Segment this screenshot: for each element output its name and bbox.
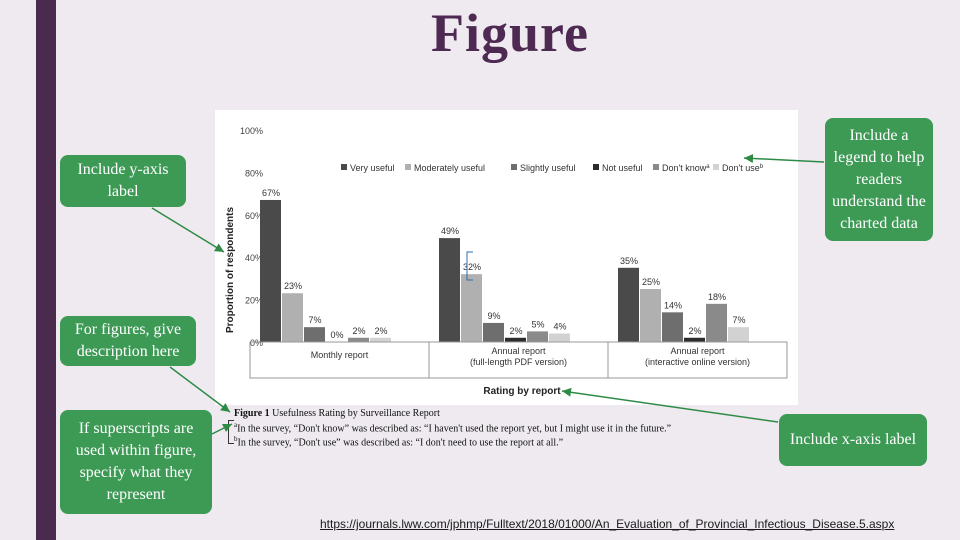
y-tick-label: 40% (245, 253, 263, 263)
bar (618, 267, 639, 342)
y-tick-label: 100% (240, 126, 263, 136)
slide-title: Figure (431, 3, 589, 63)
bar (640, 289, 661, 342)
callout-superscripts-text: If superscripts are used within figure, … (75, 420, 197, 503)
caption-note-b: bIn the survey, “Don't use” was describe… (234, 435, 564, 449)
source-link[interactable]: https://journals.lww.com/jphmp/Fulltext/… (320, 517, 895, 531)
bar (684, 337, 705, 342)
callout-legend: Include a legend to help readers underst… (825, 118, 933, 241)
bar-data-label: 32% (463, 262, 481, 272)
figure-caption: Figure 1 Usefulness Rating by Surveillan… (234, 408, 754, 449)
bar-chart: Proportion of respondents Rating by repo… (225, 126, 788, 397)
bar (439, 238, 460, 342)
x-category-label: (full-length PDF version) (470, 357, 567, 367)
bar-data-label: 9% (487, 311, 500, 321)
x-axis-label: Rating by report (483, 386, 561, 397)
bar (549, 333, 570, 342)
annotation-bracket (466, 251, 473, 281)
category-table (249, 341, 788, 379)
bar (370, 337, 391, 342)
bar-data-label: 7% (308, 315, 321, 325)
bar (527, 331, 548, 342)
callout-superscripts: If superscripts are used within figure, … (60, 410, 212, 514)
legend-label: Slightly useful (520, 163, 576, 173)
x-category-label: Annual report (670, 346, 725, 356)
bar-data-label: 49% (441, 226, 459, 236)
bar-data-label: 4% (553, 322, 566, 332)
callout-x-axis: Include x-axis label (779, 414, 927, 466)
bar (728, 327, 749, 342)
bar (662, 312, 683, 342)
legend-swatch (405, 164, 411, 170)
y-tick-label: 0% (250, 338, 263, 348)
callout-x-axis-text: Include x-axis label (789, 431, 917, 448)
bar (348, 337, 369, 342)
bar-data-label: 7% (732, 315, 745, 325)
bar-data-label: 67% (262, 188, 280, 198)
legend-swatch (341, 164, 347, 170)
y-tick-label: 80% (245, 168, 263, 178)
caption-title: Figure 1 Usefulness Rating by Surveillan… (234, 408, 440, 419)
bar-data-label: 0% (330, 330, 343, 340)
callout-description: For figures, give description here (60, 316, 196, 366)
x-category-label: Annual report (491, 346, 546, 356)
bar (483, 322, 504, 342)
y-tick-label: 60% (245, 211, 263, 221)
legend-swatch (511, 164, 517, 170)
x-category-label: (interactive online version) (645, 357, 750, 367)
callout-y-axis-text: Include y-axis label (77, 161, 169, 200)
bar-data-label: 25% (642, 277, 660, 287)
y-tick-label: 20% (245, 296, 263, 306)
legend-swatch (713, 164, 719, 170)
accent-bar (36, 0, 56, 540)
bar (304, 327, 325, 342)
caption-note-a: aIn the survey, “Don't know” was describ… (234, 420, 672, 434)
bar-data-label: 2% (509, 326, 522, 336)
bar-data-label: 2% (352, 326, 365, 336)
callout-y-axis: Include y-axis label (60, 155, 186, 207)
y-axis-label: Proportion of respondents (225, 207, 236, 334)
legend-label: Moderately useful (414, 163, 485, 173)
bar-data-label: 35% (620, 256, 638, 266)
x-category-label: Monthly report (311, 350, 369, 360)
bar (461, 274, 482, 342)
bar (260, 199, 281, 342)
callout-legend-text: Include a legend to help readers underst… (832, 126, 926, 232)
bar-data-label: 2% (688, 326, 701, 336)
legend-swatch (653, 164, 659, 170)
legend-label: Not useful (602, 163, 643, 173)
bar (282, 293, 303, 342)
bar (706, 303, 727, 342)
bar (505, 337, 526, 342)
legend-label: Very useful (350, 163, 395, 173)
bar-data-label: 18% (708, 292, 726, 302)
bar-data-label: 14% (664, 300, 682, 310)
bar-data-label: 23% (284, 281, 302, 291)
legend-label: Don't knowa (662, 163, 710, 173)
legend-label: Don't useb (722, 163, 764, 173)
bar-data-label: 2% (374, 326, 387, 336)
callout-description-text: For figures, give description here (74, 321, 182, 360)
legend-swatch (593, 164, 599, 170)
bar-data-label: 5% (531, 319, 544, 329)
chart-image: Proportion of respondents Rating by repo… (215, 110, 798, 405)
arrow-y-axis (151, 207, 225, 253)
